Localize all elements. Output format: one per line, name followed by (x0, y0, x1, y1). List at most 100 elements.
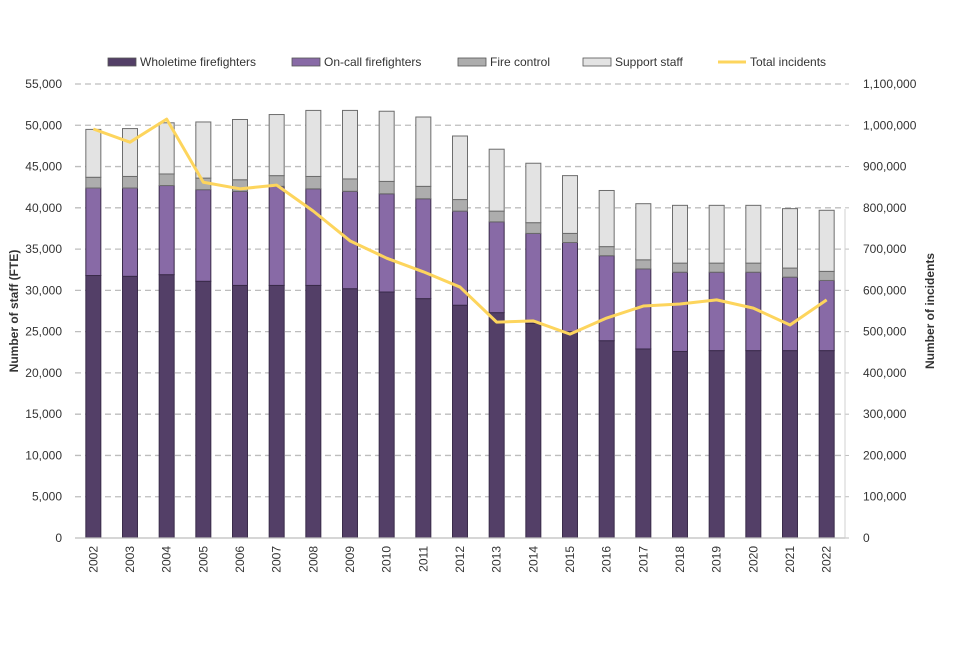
y-tick-label: 10,000 (25, 448, 62, 462)
legend-label: Total incidents (750, 55, 826, 69)
bar-segment-wholetime-firefighters (636, 349, 651, 538)
bar-segment-fire-control (159, 174, 174, 186)
legend-swatch (458, 58, 486, 66)
bar-segment-wholetime-firefighters (159, 275, 174, 538)
bar-segment-wholetime-firefighters (269, 285, 284, 538)
bar-segment-fire-control (819, 271, 834, 280)
bar-segment-on-call-firefighters (416, 199, 431, 299)
bar-segment-support-staff (196, 122, 211, 178)
bar-segment-on-call-firefighters (709, 272, 724, 350)
bar-segment-on-call-firefighters (123, 188, 138, 276)
bar-segment-support-staff (673, 205, 688, 263)
y2-tick-label: 1,000,000 (863, 118, 917, 132)
bar-segment-wholetime-firefighters (233, 285, 248, 538)
bar-segment-on-call-firefighters (783, 277, 798, 350)
bar-segment-fire-control (563, 233, 578, 242)
bar-segment-support-staff (489, 149, 504, 211)
bar-segment-wholetime-firefighters (709, 351, 724, 538)
x-tick-label: 2018 (673, 546, 687, 573)
y2-tick-label: 700,000 (863, 242, 907, 256)
bar-segment-wholetime-firefighters (343, 289, 358, 538)
bar-segment-wholetime-firefighters (819, 351, 834, 538)
legend-swatch (108, 58, 136, 66)
bar-segment-on-call-firefighters (306, 189, 321, 286)
y2-tick-label: 500,000 (863, 325, 907, 339)
bar-segment-support-staff (746, 205, 761, 263)
x-tick-label: 2006 (233, 546, 247, 573)
bar-segment-wholetime-firefighters (489, 313, 504, 538)
y-tick-label: 40,000 (25, 201, 62, 215)
bar-segment-support-staff (86, 129, 101, 177)
y-tick-label: 45,000 (25, 160, 62, 174)
y-axis-title: Number of staff (FTE) (7, 250, 21, 373)
x-tick-label: 2010 (380, 546, 394, 573)
bar-segment-on-call-firefighters (819, 280, 834, 350)
bar-segment-support-staff (453, 136, 468, 200)
legend: Wholetime firefighters On-call firefighte… (108, 55, 826, 69)
bar-segment-wholetime-firefighters (783, 351, 798, 538)
y-tick-label: 25,000 (25, 325, 62, 339)
bar-segment-support-staff (563, 176, 578, 234)
y-tick-label: 30,000 (25, 283, 62, 297)
bar-segment-fire-control (416, 186, 431, 198)
bar-segment-support-staff (599, 190, 614, 246)
bar-segment-support-staff (233, 119, 248, 179)
bar-segment-fire-control (526, 223, 541, 234)
bar-segment-support-staff (343, 110, 358, 179)
bar-segment-wholetime-firefighters (599, 341, 614, 538)
y2-tick-label: 200,000 (863, 448, 907, 462)
bar-segment-support-staff (636, 204, 651, 260)
x-tick-label: 2015 (563, 546, 577, 573)
bar-segment-fire-control (673, 263, 688, 272)
y-tick-label: 55,000 (25, 77, 62, 91)
x-tick-label: 2017 (636, 546, 650, 573)
bar-segment-on-call-firefighters (269, 186, 284, 285)
y2-axis-title: Number of incidents (923, 253, 937, 369)
y-tick-label: 20,000 (25, 366, 62, 380)
bar-segment-fire-control (636, 260, 651, 269)
x-tick-label: 2004 (160, 546, 174, 573)
y-tick-label: 15,000 (25, 407, 62, 421)
bar-segment-on-call-firefighters (489, 222, 504, 313)
y2-tick-label: 100,000 (863, 490, 907, 504)
bar-segment-fire-control (783, 268, 798, 277)
bar-segment-support-staff (526, 163, 541, 222)
x-tick-label: 2003 (123, 546, 137, 573)
legend-swatch (292, 58, 320, 66)
bar-segment-on-call-firefighters (379, 194, 394, 292)
x-tick-label: 2008 (306, 546, 320, 573)
bar-segment-support-staff (819, 210, 834, 271)
bar-segment-on-call-firefighters (526, 233, 541, 323)
legend-label: On-call firefighters (324, 55, 421, 69)
x-tick-label: 2012 (453, 546, 467, 573)
bar-segment-wholetime-firefighters (123, 276, 138, 538)
bar-segment-wholetime-firefighters (86, 276, 101, 538)
bar-segment-on-call-firefighters (233, 191, 248, 285)
y2-tick-label: 0 (863, 531, 870, 545)
y2-tick-label: 800,000 (863, 201, 907, 215)
bar-segment-on-call-firefighters (86, 188, 101, 275)
bar-segment-on-call-firefighters (159, 186, 174, 275)
bar-segment-fire-control (86, 177, 101, 188)
bar-segment-support-staff (783, 209, 798, 268)
bar-segment-on-call-firefighters (599, 256, 614, 341)
y-tick-label: 35,000 (25, 242, 62, 256)
bar-segment-support-staff (709, 205, 724, 263)
bar-segment-support-staff (123, 129, 138, 177)
legend-label: Wholetime firefighters (140, 55, 256, 69)
x-tick-label: 2022 (820, 546, 834, 573)
bar-segment-on-call-firefighters (563, 242, 578, 331)
bar-segment-fire-control (599, 247, 614, 256)
x-tick-label: 2007 (270, 546, 284, 573)
y2-tick-label: 600,000 (863, 283, 907, 297)
bar-segment-support-staff (379, 111, 394, 181)
x-tick-label: 2009 (343, 546, 357, 573)
bar-segment-wholetime-firefighters (379, 292, 394, 538)
y-tick-label: 50,000 (25, 118, 62, 132)
legend-label: Fire control (490, 55, 550, 69)
bar-segment-fire-control (489, 211, 504, 222)
bar-segment-on-call-firefighters (196, 190, 211, 282)
x-tick-label: 2019 (710, 546, 724, 573)
bar-segment-wholetime-firefighters (416, 299, 431, 538)
